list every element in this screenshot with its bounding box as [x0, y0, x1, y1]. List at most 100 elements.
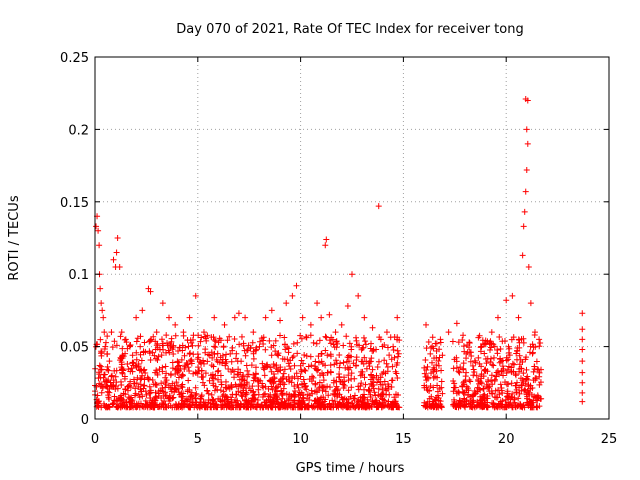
cloud-point — [244, 403, 251, 410]
cloud-point — [149, 349, 156, 356]
cloud-point — [285, 360, 292, 367]
x-tick-label: 20 — [498, 432, 515, 447]
cloud-point — [238, 392, 245, 399]
data-point — [108, 329, 115, 336]
data-point — [520, 223, 527, 230]
data-point — [322, 242, 329, 249]
cloud-point — [386, 352, 393, 359]
cloud-point — [510, 368, 517, 375]
cloud-point — [111, 338, 118, 345]
data-point — [211, 314, 218, 321]
cloud-point — [243, 389, 250, 396]
cloud-point — [278, 399, 285, 406]
cloud-point — [222, 356, 229, 363]
cloud-point — [306, 392, 313, 399]
cloud-point — [477, 393, 484, 400]
cloud-point — [530, 344, 537, 351]
cloud-point — [244, 367, 251, 374]
cloud-point — [143, 391, 150, 398]
cloud-point — [327, 351, 334, 358]
cloud-point — [268, 383, 275, 390]
cloud-point — [371, 389, 378, 396]
cloud-point — [213, 356, 220, 363]
cloud-point — [291, 388, 298, 395]
cloud-point — [209, 396, 216, 403]
cloud-point — [525, 376, 532, 383]
cloud-point — [362, 341, 369, 348]
cloud-point — [505, 349, 512, 356]
cloud-point — [456, 369, 463, 376]
cloud-point — [357, 382, 364, 389]
cloud-point — [365, 386, 372, 393]
data-point — [361, 314, 368, 321]
cloud-point — [186, 386, 193, 393]
cloud-point — [171, 385, 178, 392]
cloud-point — [184, 337, 191, 344]
cloud-point — [386, 391, 393, 398]
cloud-point — [236, 404, 243, 411]
cloud-point — [490, 400, 497, 407]
cloud-point — [254, 376, 261, 383]
cloud-point — [286, 363, 293, 370]
cloud-point — [494, 350, 501, 357]
cloud-point — [233, 391, 240, 398]
cloud-point — [391, 394, 398, 401]
cloud-point — [117, 333, 124, 340]
cloud-point — [270, 394, 277, 401]
data-point — [283, 300, 290, 307]
cloud-point — [460, 332, 467, 339]
cloud-point — [522, 380, 529, 387]
cloud-point — [435, 357, 442, 364]
cloud-point — [512, 382, 519, 389]
cloud-point — [509, 390, 516, 397]
cloud-point — [265, 393, 272, 400]
data-point — [96, 242, 103, 249]
cloud-point — [285, 373, 292, 380]
cloud-point — [254, 397, 261, 404]
cloud-point — [451, 400, 458, 407]
cloud-point — [103, 382, 110, 389]
cloud-point — [271, 374, 278, 381]
cloud-point — [341, 378, 348, 385]
cloud-point — [504, 366, 511, 373]
cloud-point — [109, 344, 116, 351]
cloud-point — [450, 365, 457, 372]
cloud-point — [509, 360, 516, 367]
cloud-point — [105, 367, 112, 374]
cloud-point — [520, 370, 527, 377]
cloud-point — [278, 390, 285, 397]
cloud-point — [460, 365, 467, 372]
cloud-point — [263, 402, 270, 409]
cloud-point — [534, 366, 541, 373]
cloud-point — [304, 402, 311, 409]
cloud-point — [159, 342, 166, 349]
cloud-point — [430, 384, 437, 391]
cloud-point — [104, 351, 111, 358]
cloud-point — [158, 352, 165, 359]
cloud-point — [202, 404, 209, 411]
data-point — [519, 252, 526, 259]
cloud-point — [217, 398, 224, 405]
cloud-point — [381, 341, 388, 348]
cloud-point — [372, 392, 379, 399]
cloud-point — [235, 371, 242, 378]
cloud-point — [300, 376, 307, 383]
cloud-point — [370, 347, 377, 354]
data-point — [323, 236, 330, 243]
cloud-point — [373, 397, 380, 404]
cloud-point — [175, 359, 182, 366]
cloud-point — [330, 379, 337, 386]
cloud-point — [348, 343, 355, 350]
data-point — [100, 314, 107, 321]
cloud-point — [388, 383, 395, 390]
cloud-point — [228, 358, 235, 365]
cloud-point — [198, 392, 205, 399]
cloud-point — [350, 360, 357, 367]
cloud-point — [465, 391, 472, 398]
cloud-point — [298, 335, 305, 342]
cloud-point — [495, 387, 502, 394]
cloud-point — [505, 356, 512, 363]
cloud-point — [294, 339, 301, 346]
cloud-point — [135, 363, 142, 370]
cloud-point — [233, 383, 240, 390]
